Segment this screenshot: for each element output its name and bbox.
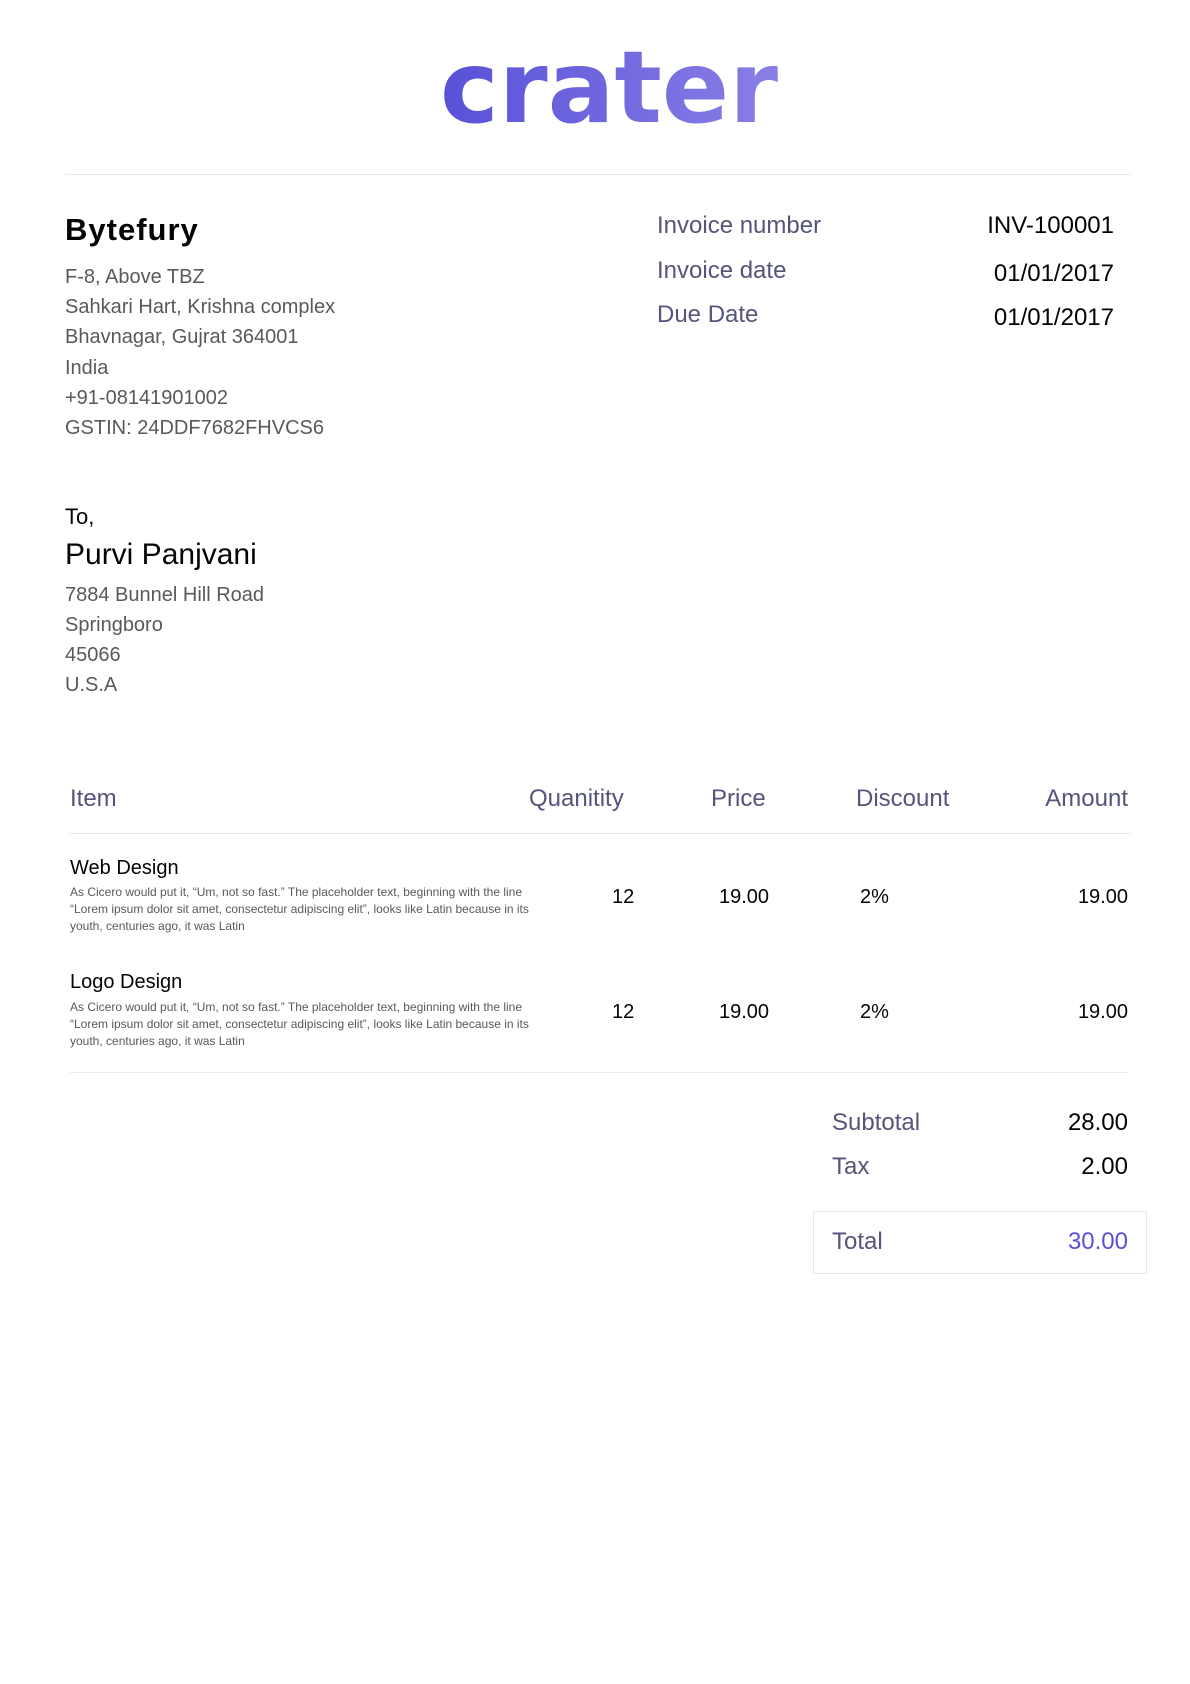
customer-address-line: Springboro — [65, 614, 163, 636]
column-header-item: Item — [70, 785, 117, 812]
company-country: India — [65, 357, 109, 379]
customer-name: Purvi Panjvani — [65, 538, 257, 571]
svg-text:crater: crater — [440, 44, 779, 130]
company-address-line: Sahkari Hart, Krishna complex — [65, 296, 336, 318]
tax-label: Tax — [832, 1153, 870, 1180]
company-address-line: F-8, Above TBZ — [65, 266, 205, 288]
customer-country: U.S.A — [65, 674, 118, 696]
item-name: Web Design — [70, 857, 179, 879]
company-gstin: GSTIN: 24DDF7682FHVCS6 — [65, 417, 324, 439]
table-header-divider — [70, 833, 1131, 834]
item-description: As Cicero would put it, “Um, not so fast… — [70, 885, 529, 933]
table-footer-divider — [70, 1072, 1129, 1073]
bill-to-label: To, — [65, 504, 95, 529]
total-label: Total — [832, 1228, 883, 1255]
invoice-number-value: INV-100001 — [987, 212, 1114, 239]
due-date-value: 01/01/2017 — [993, 304, 1114, 331]
item-discount: 2% — [860, 886, 889, 908]
item-discount: 2% — [860, 1001, 889, 1023]
due-date-label: Due Date — [657, 301, 759, 328]
company-phone: +91-08141901002 — [65, 387, 228, 409]
total-value: 30.00 — [1067, 1228, 1128, 1255]
column-header-amount: Amount — [1045, 785, 1128, 812]
column-header-quantity: Quanitity — [529, 785, 624, 812]
item-price: 19.00 — [719, 1001, 770, 1023]
company-address-line: Bhavnagar, Gujrat 364001 — [65, 326, 299, 348]
item-name: Logo Design — [70, 971, 183, 993]
tax-value: 2.00 — [1081, 1153, 1128, 1180]
column-header-discount: Discount — [856, 785, 950, 812]
crater-logo: crater — [440, 44, 779, 130]
invoice-date-value: 01/01/2017 — [993, 260, 1114, 287]
company-name: Bytefury — [65, 212, 199, 247]
item-quantity: 12 — [612, 1001, 635, 1023]
invoice-number-label: Invoice number — [657, 212, 822, 239]
total-box — [813, 1211, 1147, 1274]
item-quantity: 12 — [612, 886, 635, 908]
subtotal-label: Subtotal — [832, 1109, 921, 1136]
item-amount: 19.00 — [1077, 1001, 1128, 1023]
customer-zip: 45066 — [65, 644, 121, 666]
item-amount: 19.00 — [1077, 886, 1128, 908]
customer-address-line: 7884 Bunnel Hill Road — [65, 584, 265, 606]
item-price: 19.00 — [719, 886, 770, 908]
invoice-date-label: Invoice date — [657, 257, 787, 284]
subtotal-value: 28.00 — [1067, 1109, 1128, 1136]
item-description: As Cicero would put it, “Um, not so fast… — [70, 1000, 529, 1048]
column-header-price: Price — [711, 785, 766, 812]
header-divider — [65, 174, 1131, 175]
